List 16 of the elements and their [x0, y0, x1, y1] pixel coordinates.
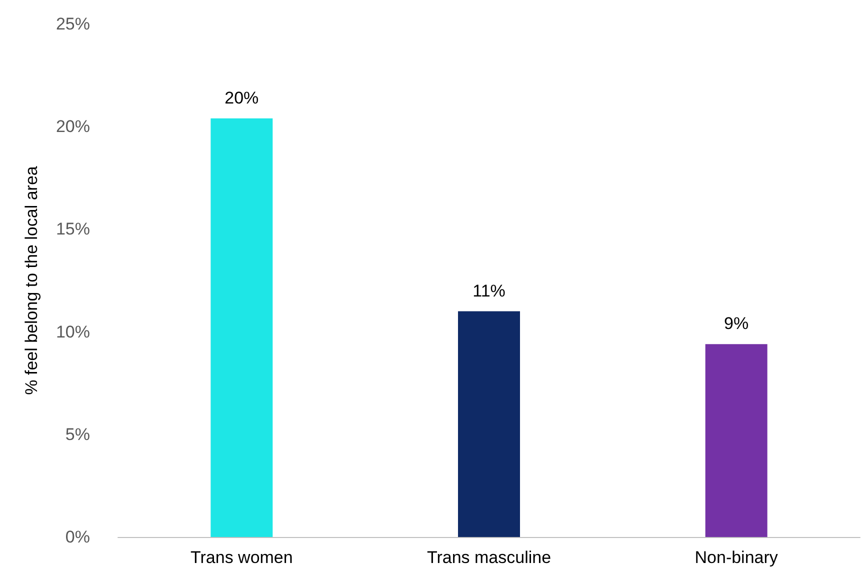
bar — [458, 311, 520, 537]
data-label: 11% — [472, 281, 506, 300]
bar — [210, 118, 273, 537]
data-label: 9% — [724, 314, 749, 334]
y-tick-label: 0% — [65, 528, 90, 546]
x-tick-label: Trans masculine — [426, 548, 552, 567]
y-tick-label: 20% — [56, 117, 90, 136]
bar — [705, 344, 768, 537]
y-tick-label: 15% — [56, 220, 90, 239]
x-tick-label: Non-binary — [694, 548, 778, 567]
y-tick-label: 25% — [56, 14, 90, 34]
y-tick-label: 5% — [65, 424, 90, 444]
y-axis-title: % feel belong to the local area — [22, 166, 41, 395]
data-label: 20% — [224, 88, 259, 108]
y-tick-label: 10% — [56, 322, 90, 342]
x-tick-label: Trans women — [190, 548, 293, 567]
